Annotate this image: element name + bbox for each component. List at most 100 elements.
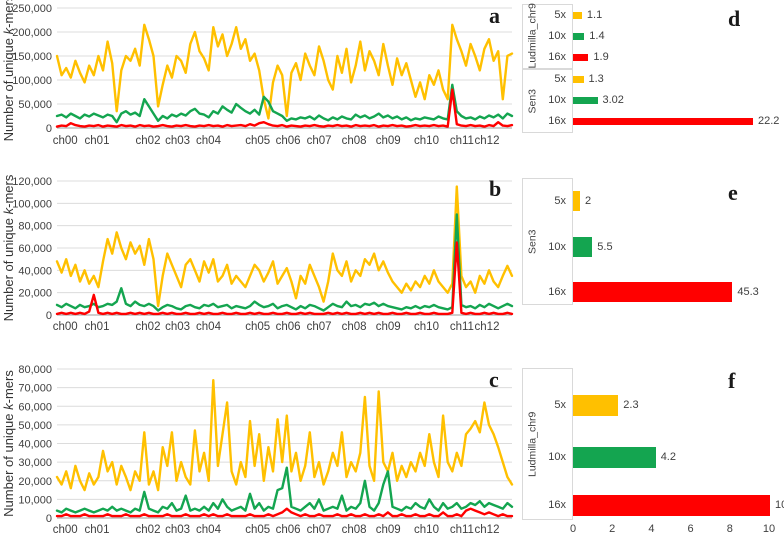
line-chart-c: 0 10,000 20,000 30,000 40,000 50,000 60,000 70,… (1, 364, 514, 536)
y-tick-label: 100,000 (12, 75, 52, 87)
x-category-label: ch06 (276, 524, 301, 536)
panel-letter-b: b (489, 176, 502, 201)
bar-d-Sen3-10x (573, 96, 598, 104)
coverage-tick-label: 10x (548, 240, 566, 253)
y-tick-label: 10,000 (18, 494, 52, 506)
coverage-tick-label: 16x (548, 498, 566, 511)
x-category-label: ch10 (414, 321, 439, 333)
series-line-5x (55, 185, 514, 308)
x-category-label: ch08 (342, 135, 367, 147)
x-category-label: ch02 (136, 524, 161, 536)
x-category-label: ch03 (165, 321, 190, 333)
series-line-5x (55, 379, 514, 492)
y-tick-label: 50,000 (18, 420, 52, 432)
y-tick-label: 70,000 (18, 383, 52, 395)
bar-f-Ludmilla_chr9-16x (573, 494, 770, 516)
series-line-10x (55, 213, 514, 312)
x-category-label: ch11 (450, 135, 474, 147)
bar-e-Sen3-5x (573, 191, 580, 211)
x-category-label: ch00 (53, 524, 78, 536)
x-category-label: ch04 (196, 135, 222, 147)
x-category-label: ch09 (376, 321, 401, 333)
x-category-label: ch05 (245, 524, 270, 536)
x-category-label: ch00 (53, 321, 78, 333)
bar-e-Sen3-16x (573, 282, 733, 302)
bar-d-Sen3-16x (573, 117, 753, 125)
y-axis-title: Number of unique k-mers (1, 174, 16, 321)
y-tick-label: 30,000 (18, 457, 52, 469)
coverage-tick-label: 5x (554, 194, 566, 207)
x-category-label: ch07 (307, 135, 332, 147)
series-line-10x (55, 466, 514, 514)
y-axis-title: Number of unique k-mers (1, 0, 16, 141)
bar-value-label: 5.5 (597, 241, 613, 253)
x-category-label: ch00 (53, 135, 78, 147)
series-line-10x (55, 83, 514, 124)
coverage-tick-label: 5x (554, 8, 566, 21)
series-line-16x (55, 507, 514, 518)
y-tick-label: 20,000 (18, 288, 52, 300)
category-group-box-e-Sen3: Sen3 (522, 178, 573, 305)
x-category-label: ch03 (165, 135, 190, 147)
bar-value-label: 3.02 (602, 94, 624, 106)
bar-e-Sen3-10x (573, 237, 593, 257)
bar-value-label: 1.9 (593, 51, 609, 63)
x-category-label: ch07 (307, 524, 332, 536)
x-category-label: ch01 (85, 135, 110, 147)
bar-f-Ludmilla_chr9-10x (573, 446, 656, 468)
panel-letter-c: c (489, 367, 499, 392)
x-category-label: ch04 (196, 524, 222, 536)
x-category-label: ch08 (342, 524, 367, 536)
panel-letter-d: d (728, 6, 741, 31)
bar-value-label: 2.3 (623, 399, 639, 411)
line-chart-b: 0 20,000 40,000 60,000 80,000 100,000 120,000 c… (1, 174, 514, 333)
x-category-label: ch12 (475, 135, 500, 147)
bar-value-label: 1.3 (588, 73, 604, 85)
coverage-tick-label: 16x (548, 285, 566, 298)
y-tick-label: 40,000 (18, 439, 52, 451)
x-category-label: ch01 (85, 321, 110, 333)
x-category-label: ch08 (342, 321, 367, 333)
y-tick-label: 0 (46, 310, 52, 322)
x-category-label: ch06 (276, 135, 301, 147)
y-tick-label: 50,000 (18, 99, 52, 111)
x-axis-tick-label: 2 (609, 523, 616, 535)
line-chart-a: 0 50,000 100,000 150,000 200,000 250,000 ch00 c… (1, 0, 514, 147)
series-line-16x (55, 88, 514, 128)
x-category-label: ch10 (414, 524, 439, 536)
x-category-label: ch07 (307, 321, 332, 333)
coverage-tick-label: 10x (548, 29, 566, 42)
bar-f-Ludmilla_chr9-5x (573, 394, 619, 416)
x-category-label: ch12 (475, 524, 500, 536)
x-category-label: ch11 (450, 524, 474, 536)
y-tick-label: 60,000 (18, 401, 52, 413)
coverage-tick-label: 16x (548, 114, 566, 127)
panel-letter-f: f (728, 368, 736, 393)
bar-d-Ludmilla_chr9-5x (573, 11, 582, 19)
bar-value-label: 4.2 (660, 451, 676, 463)
coverage-tick-label: 10x (548, 93, 566, 106)
x-axis-tick-label: 10 (762, 523, 776, 535)
coverage-tick-label: 16x (548, 50, 566, 63)
x-axis-tick-label: 8 (726, 523, 733, 535)
x-category-label: ch09 (376, 524, 401, 536)
y-tick-label: 60,000 (18, 243, 52, 255)
panel-letter-a: a (489, 3, 500, 28)
series-line-5x (55, 23, 514, 120)
bar-d-Ludmilla_chr9-16x (573, 53, 589, 61)
bar-value-label: 45.3 (737, 286, 759, 298)
bar-value-label: 1.4 (589, 30, 605, 42)
series-line-16x (55, 241, 514, 316)
category-group-box-f-Ludmilla_chr9: Ludmilla_chr9 (522, 368, 573, 520)
category-group-box-d-Ludmilla_chr9: Ludmilla_chr9 (522, 4, 573, 69)
bar-d-Sen3-5x (573, 75, 584, 83)
x-axis-tick-label: 6 (687, 523, 694, 535)
coverage-tick-label: 5x (554, 72, 566, 85)
y-tick-label: 120,000 (12, 176, 52, 188)
x-axis-tick-label: 4 (648, 523, 655, 535)
x-category-label: ch12 (475, 321, 500, 333)
y-axis-title: Number of unique k-mers (1, 370, 16, 517)
bar-value-label: 2 (585, 195, 592, 207)
